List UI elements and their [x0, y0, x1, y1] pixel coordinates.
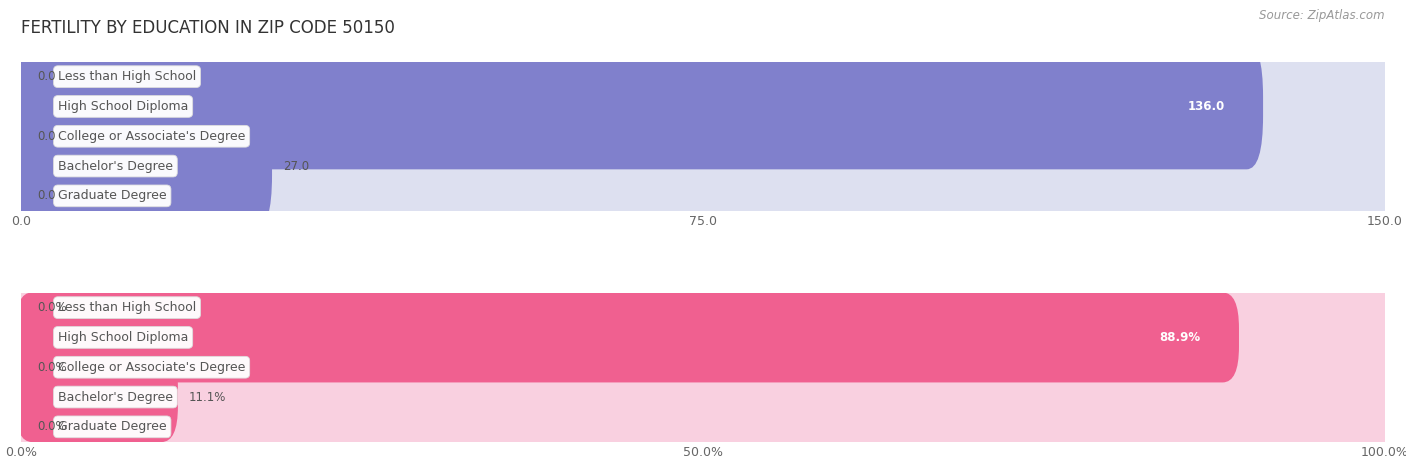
FancyBboxPatch shape — [15, 263, 1391, 352]
Text: 0.0: 0.0 — [38, 70, 56, 83]
FancyBboxPatch shape — [15, 44, 1263, 170]
FancyBboxPatch shape — [15, 44, 1391, 170]
Text: FERTILITY BY EDUCATION IN ZIP CODE 50150: FERTILITY BY EDUCATION IN ZIP CODE 50150 — [21, 19, 395, 37]
FancyBboxPatch shape — [15, 352, 1391, 442]
Text: 27.0: 27.0 — [283, 160, 309, 172]
Text: 0.0: 0.0 — [38, 130, 56, 143]
Text: 0.0: 0.0 — [38, 190, 56, 202]
Text: 0.0%: 0.0% — [38, 420, 67, 433]
FancyBboxPatch shape — [15, 14, 1391, 140]
FancyBboxPatch shape — [15, 103, 1391, 229]
Text: Bachelor's Degree: Bachelor's Degree — [58, 390, 173, 404]
FancyBboxPatch shape — [15, 293, 1239, 382]
Text: High School Diploma: High School Diploma — [58, 100, 188, 113]
Text: College or Associate's Degree: College or Associate's Degree — [58, 130, 245, 143]
Text: 11.1%: 11.1% — [188, 390, 226, 404]
Text: Graduate Degree: Graduate Degree — [58, 420, 166, 433]
Text: Less than High School: Less than High School — [58, 70, 197, 83]
Text: 88.9%: 88.9% — [1160, 331, 1201, 344]
Text: 0.0%: 0.0% — [38, 361, 67, 374]
Text: College or Associate's Degree: College or Associate's Degree — [58, 361, 245, 374]
Text: Less than High School: Less than High School — [58, 301, 197, 314]
Text: Graduate Degree: Graduate Degree — [58, 190, 166, 202]
FancyBboxPatch shape — [15, 103, 271, 229]
FancyBboxPatch shape — [15, 133, 1391, 259]
Text: 136.0: 136.0 — [1188, 100, 1225, 113]
Text: Source: ZipAtlas.com: Source: ZipAtlas.com — [1260, 10, 1385, 22]
Text: Bachelor's Degree: Bachelor's Degree — [58, 160, 173, 172]
FancyBboxPatch shape — [15, 322, 1391, 412]
FancyBboxPatch shape — [15, 352, 179, 442]
Text: High School Diploma: High School Diploma — [58, 331, 188, 344]
FancyBboxPatch shape — [15, 293, 1391, 382]
FancyBboxPatch shape — [15, 382, 1391, 472]
FancyBboxPatch shape — [15, 73, 1391, 199]
Text: 0.0%: 0.0% — [38, 301, 67, 314]
